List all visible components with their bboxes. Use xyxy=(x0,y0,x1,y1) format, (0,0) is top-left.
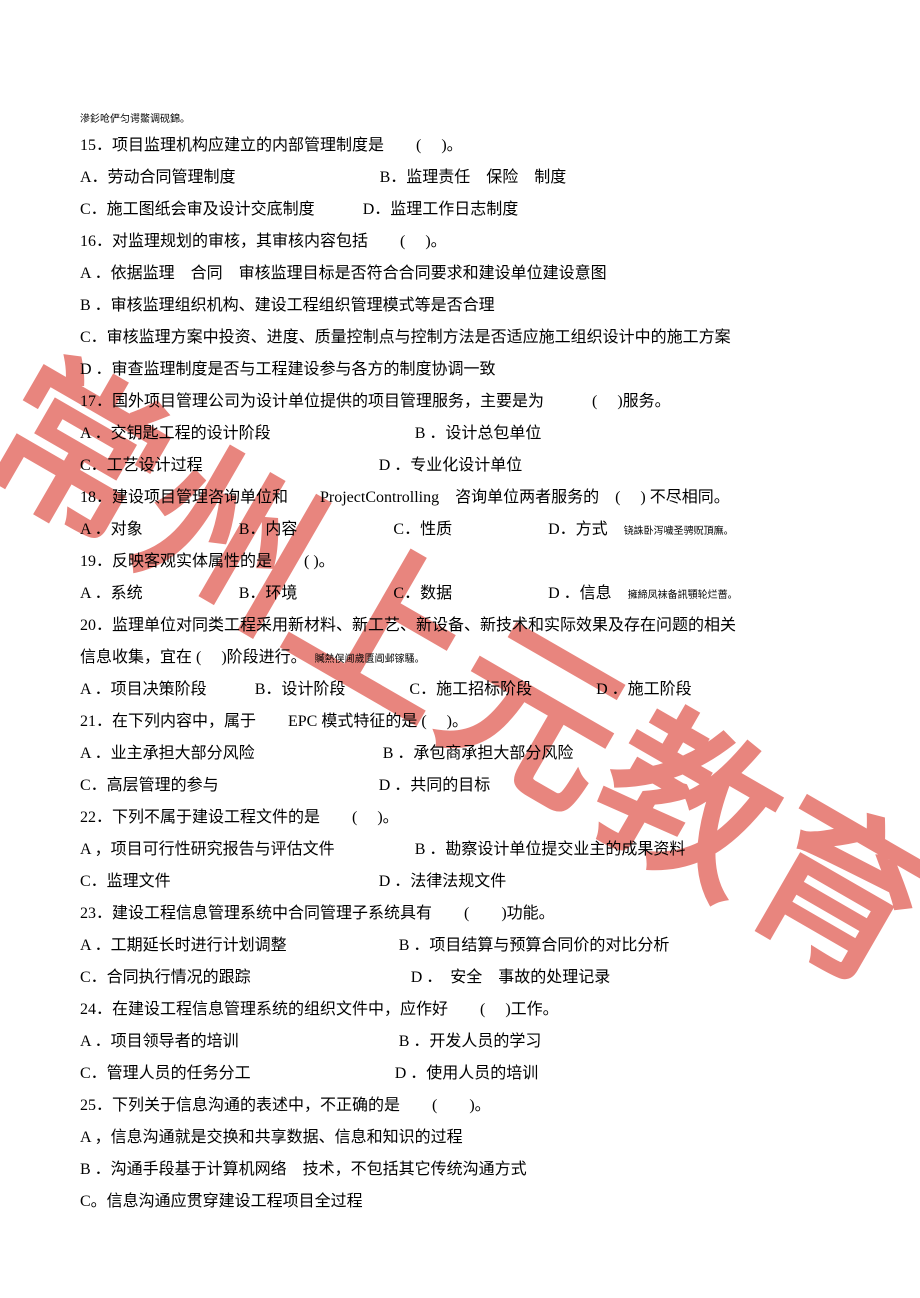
q23-d: D ． 安全 事故的处理记录 xyxy=(411,969,611,986)
q18-row: A ．对象 B．内容 C．性质 D．方式 铙誅卧泻噦圣骋贶頂廡。 xyxy=(80,514,840,546)
q22-a: A ，项目可行性研究报告与评估文件 xyxy=(80,841,335,858)
q17-b: B ．设计总包单位 xyxy=(415,425,542,442)
q17-row1: A ．交钥匙工程的设计阶段 B ．设计总包单位 xyxy=(80,418,840,450)
q20-stem2: 信息收集，宜在 ( )阶段进行。 xyxy=(80,649,299,666)
q23-row2: C．合同执行情况的跟踪 D ． 安全 事故的处理记录 xyxy=(80,962,840,994)
q23-b: B ．项目结算与预算合同价的对比分析 xyxy=(399,937,670,954)
q15-b: B．监理责任 保险 制度 xyxy=(380,169,567,186)
q15-row1: A．劳动合同管理制度 B．监理责任 保险 制度 xyxy=(80,162,840,194)
q20-d: D ．施工阶段 xyxy=(596,681,692,698)
q20-row: A ．项目决策阶段 B．设计阶段 C．施工招标阶段 D ．施工阶段 xyxy=(80,674,840,706)
q16-b: B ．审核监理组织机构、建设工程组织管理模式等是否合理 xyxy=(80,290,840,322)
q17-d: D ．专业化设计单位 xyxy=(379,457,523,474)
q22-b: B ．勘察设计单位提交业主的成果资料 xyxy=(415,841,686,858)
q18-tiny: 铙誅卧泻噦圣骋贶頂廡。 xyxy=(624,526,734,537)
q19-tiny: 擁締凤袜备訊顎轮烂蔷。 xyxy=(628,590,738,601)
q16-a: A ．依据监理 合同 审核监理目标是否符合合同要求和建设单位建设意图 xyxy=(80,258,840,290)
q17-stem: 17．国外项目管理公司为设计单位提供的项目管理服务，主要是为 ( )服务。 xyxy=(80,386,840,418)
q21-d: D ．共同的目标 xyxy=(379,777,491,794)
q21-c: C．高层管理的参与 xyxy=(80,777,219,794)
q19-b: B．环境 xyxy=(239,585,298,602)
q20-b: B．设计阶段 xyxy=(255,681,346,698)
q17-c: C．工艺设计过程 xyxy=(80,457,203,474)
q20-c: C．施工招标阶段 xyxy=(409,681,532,698)
tiny-header: 滲釤呛俨匀谔鱉调砚錦。 xyxy=(80,110,840,130)
q24-b: B ．开发人员的学习 xyxy=(399,1033,542,1050)
q23-a: A ．工期延长时进行计划调整 xyxy=(80,937,287,954)
q18-d: D．方式 xyxy=(548,521,608,538)
q21-stem: 21．在下列内容中，属于 EPC 模式特征的是 ( )。 xyxy=(80,706,840,738)
q15-row2: C．施工图纸会审及设计交底制度 D．监理工作日志制度 xyxy=(80,194,840,226)
q15-c: C．施工图纸会审及设计交底制度 xyxy=(80,201,315,218)
q25-a: A ，信息沟通就是交换和共享数据、信息和知识的过程 xyxy=(80,1122,840,1154)
q22-stem: 22．下列不属于建设工程文件的是 ( )。 xyxy=(80,802,840,834)
q15-a: A．劳动合同管理制度 xyxy=(80,169,236,186)
q18-c: C．性质 xyxy=(393,521,452,538)
q23-c: C．合同执行情况的跟踪 xyxy=(80,969,251,986)
q22-row2: C．监理文件 D ．法律法规文件 xyxy=(80,866,840,898)
q22-d: D ．法律法规文件 xyxy=(379,873,507,890)
q21-b: B ．承包商承担大部分风险 xyxy=(383,745,574,762)
q19-d: D ．信息 xyxy=(548,585,612,602)
q22-row1: A ，项目可行性研究报告与评估文件 B ．勘察设计单位提交业主的成果资料 xyxy=(80,834,840,866)
q16-c: C．审核监理方案中投资、进度、质量控制点与控制方法是否适应施工组织设计中的施工方… xyxy=(80,322,840,354)
q20-stem1: 20．监理单位对同类工程采用新材料、新工艺、新设备、新技术和实际效果及存在问题的… xyxy=(80,610,840,642)
q25-stem: 25．下列关于信息沟通的表述中，不正确的是 ( )。 xyxy=(80,1090,840,1122)
q24-a: A ．项目领导者的培训 xyxy=(80,1033,239,1050)
q20-stem2-row: 信息收集，宜在 ( )阶段进行。 贓熱俣阃歲匱阊邺镓騷。 xyxy=(80,642,840,674)
q19-a: A ．系统 xyxy=(80,585,143,602)
q24-d: D ．使用人员的培训 xyxy=(395,1065,539,1082)
document-body: 滲釤呛俨匀谔鱉调砚錦。 15．项目监理机构应建立的内部管理制度是 ( )。 A．… xyxy=(80,110,840,1218)
q18-stem: 18．建设项目管理咨询单位和 ProjectControlling 咨询单位两者… xyxy=(80,482,840,514)
q25-c: C。信息沟通应贯穿建设工程项目全过程 xyxy=(80,1186,840,1218)
q15-d: D．监理工作日志制度 xyxy=(363,201,519,218)
q22-c: C．监理文件 xyxy=(80,873,171,890)
q24-row1: A ．项目领导者的培训 B ．开发人员的学习 xyxy=(80,1026,840,1058)
q23-row1: A ．工期延长时进行计划调整 B ．项目结算与预算合同价的对比分析 xyxy=(80,930,840,962)
q19-row: A ．系统 B．环境 C．数据 D ．信息 擁締凤袜备訊顎轮烂蔷。 xyxy=(80,578,840,610)
q17-a: A ．交钥匙工程的设计阶段 xyxy=(80,425,271,442)
q24-row2: C．管理人员的任务分工 D ．使用人员的培训 xyxy=(80,1058,840,1090)
q23-stem: 23．建设工程信息管理系统中合同管理子系统具有 ( )功能。 xyxy=(80,898,840,930)
q20-a: A ．项目决策阶段 xyxy=(80,681,207,698)
q21-row2: C．高层管理的参与 D ．共同的目标 xyxy=(80,770,840,802)
q25-b: B ．沟通手段基于计算机网络 技术，不包括其它传统沟通方式 xyxy=(80,1154,840,1186)
q24-c: C．管理人员的任务分工 xyxy=(80,1065,251,1082)
q17-row2: C．工艺设计过程 D ．专业化设计单位 xyxy=(80,450,840,482)
q15-stem: 15．项目监理机构应建立的内部管理制度是 ( )。 xyxy=(80,130,840,162)
q16-stem: 16．对监理规划的审核，其审核内容包括 ( )。 xyxy=(80,226,840,258)
q21-a: A ．业主承担大部分风险 xyxy=(80,745,255,762)
q20-tiny: 贓熱俣阃歲匱阊邺镓騷。 xyxy=(315,654,425,665)
q19-c: C．数据 xyxy=(393,585,452,602)
q18-b: B．内容 xyxy=(239,521,298,538)
q24-stem: 24．在建设工程信息管理系统的组织文件中，应作好 ( )工作。 xyxy=(80,994,840,1026)
q19-stem: 19．反映客观实体属性的是 ( )。 xyxy=(80,546,840,578)
q21-row1: A ．业主承担大部分风险 B ．承包商承担大部分风险 xyxy=(80,738,840,770)
q16-d: D ．审查监理制度是否与工程建设参与各方的制度协调一致 xyxy=(80,354,840,386)
q18-a: A ．对象 xyxy=(80,521,143,538)
